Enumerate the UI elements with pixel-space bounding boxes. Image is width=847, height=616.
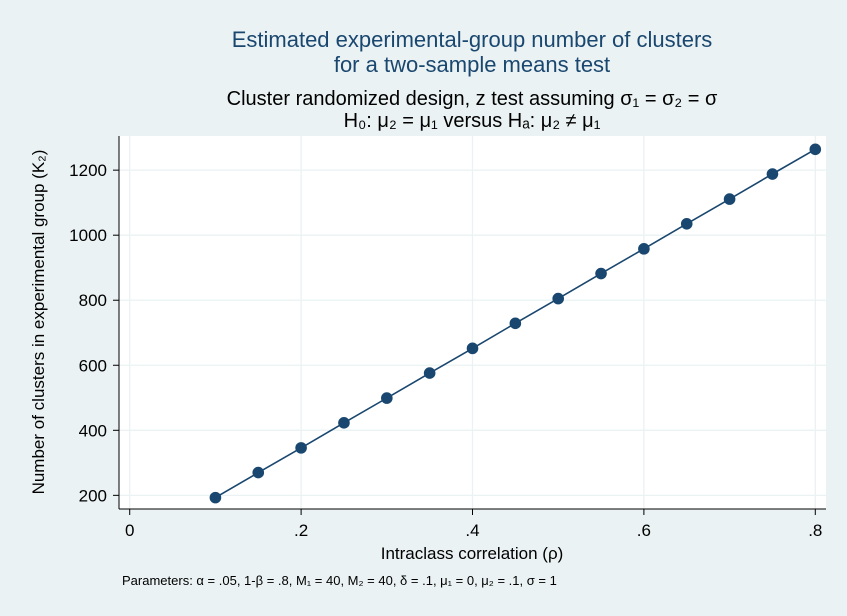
x-tick-label: .8	[808, 521, 822, 540]
y-tick-label: 800	[79, 291, 107, 310]
data-point	[638, 243, 650, 255]
y-tick-label: 600	[79, 356, 107, 375]
chart-title-line-1: Estimated experimental-group number of c…	[232, 27, 713, 52]
data-point	[766, 168, 779, 180]
x-tick-label: 0	[125, 521, 134, 540]
data-point	[338, 417, 350, 429]
chart-subtitle-line-2: H₀: μ₂ = μ₁ versus Hₐ: μ₂ ≠ μ₁	[344, 110, 601, 132]
data-point	[595, 267, 607, 280]
x-axis-title: Intraclass correlation (ρ)	[381, 544, 564, 563]
series-layer	[209, 143, 822, 504]
axis-ticks: 200 400 600 800 1000 1200 0 .2 .4 .6 .8	[69, 161, 822, 540]
data-point	[381, 392, 393, 404]
data-point	[295, 442, 307, 454]
data-point	[509, 317, 522, 330]
x-tick-label: .4	[465, 521, 479, 540]
x-tick-label: .6	[637, 521, 651, 540]
x-tick-label: .2	[294, 521, 308, 540]
y-tick-label: 1000	[69, 226, 107, 245]
y-tick-label: 200	[79, 486, 107, 505]
data-point	[552, 292, 564, 305]
data-point	[252, 466, 265, 479]
data-point	[209, 491, 222, 504]
y-tick-label: 1200	[69, 161, 107, 180]
chart-subtitle-line-1: Cluster randomized design, z test assumi…	[227, 88, 718, 110]
y-tick-label: 400	[79, 421, 107, 440]
data-point	[680, 218, 693, 230]
data-point	[466, 342, 479, 355]
data-point	[723, 193, 736, 205]
parameters-note: Parameters: α = .05, 1-β = .8, M₁ = 40, …	[122, 573, 557, 588]
y-axis-title: Number of clusters in experimental group…	[29, 150, 48, 495]
data-point	[423, 367, 436, 379]
data-point	[809, 143, 822, 156]
chart-title-line-2: for a two-sample means test	[334, 52, 610, 77]
